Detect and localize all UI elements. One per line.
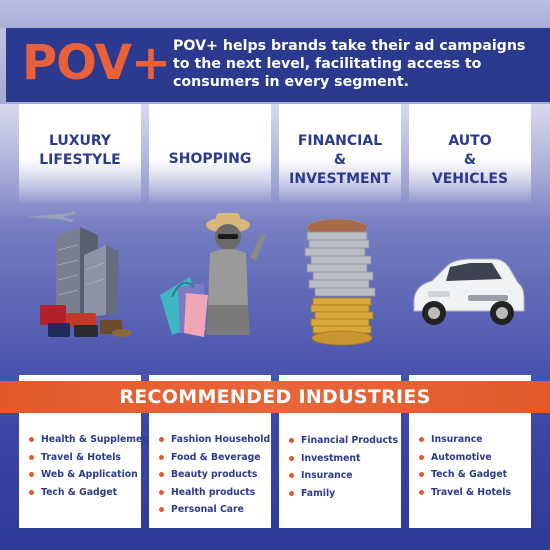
list-item-label: Beauty products (171, 469, 258, 480)
airplane-icon (26, 210, 76, 222)
industry-list-financial: Financial Products Investment Insurance Fam… (279, 413, 401, 528)
category-title-financial: FINANCIAL & INVESTMENT (289, 133, 391, 187)
list-tab-2 (149, 375, 271, 385)
list-item: Tech & Gadget (29, 484, 153, 502)
list-item: Food & Beverage (159, 449, 270, 467)
list-item: Beauty products (159, 466, 270, 484)
list-item: Travel & Hotels (29, 449, 153, 467)
category-card-shopping: SHOPPING (149, 104, 271, 204)
bullet-dot (29, 437, 34, 442)
list-tab-1 (19, 375, 141, 385)
bullet-dot (29, 454, 34, 460)
bullet-dot (289, 473, 294, 478)
list-item-label: Personal Care (171, 504, 244, 515)
brand-logo: POV+ (22, 35, 171, 91)
category-card-financial: FINANCIAL & INVESTMENT (279, 104, 401, 204)
luxury-city-illustration (26, 210, 132, 337)
industry-list-auto: Insurance Automotive Tech & Gadget Travel &… (409, 413, 531, 528)
list-item-label: Fashion Household (171, 434, 271, 445)
industry-list-shopping: Fashion Household Food & Beverage Beauty p… (149, 413, 271, 528)
list-item-label: Insurance (431, 434, 483, 445)
bullet-dot (419, 489, 424, 495)
list-item: Insurance (419, 431, 511, 449)
bullet-dot (159, 472, 164, 477)
list-item: Family (289, 485, 398, 503)
bullet-dot (289, 455, 294, 461)
bullet-dot (419, 472, 424, 477)
list-item-label: Tech & Gadget (41, 486, 118, 498)
bullet-dot (29, 472, 34, 477)
list-item-label: Financial Products (301, 435, 398, 446)
suv-illustration (413, 258, 525, 325)
recommended-industries-banner: RECOMMENDED INDUSTRIES (0, 381, 550, 413)
category-card-auto: AUTO & VEHICLES (409, 104, 531, 204)
list-item-label: Health products (171, 486, 256, 498)
list-item-label: Health & Supplement (41, 434, 154, 445)
list-item: Automotive (419, 449, 511, 467)
list-item-label: Investment (301, 452, 361, 464)
bullet-dot (159, 507, 164, 512)
list-item-label: Food & Beverage (171, 451, 261, 463)
list-item: Health products (159, 484, 270, 502)
coin-stack-illustration (304, 218, 376, 346)
category-card-luxury: LUXURY LIFESTYLE (19, 104, 141, 204)
list-item: Web & Application (29, 466, 153, 484)
list-item: Fashion Household (159, 431, 270, 449)
list-item-label: Tech & Gadget (431, 469, 508, 480)
list-item-label: Automotive (431, 451, 492, 463)
header-bar (6, 28, 550, 102)
brand-tagline: POV+ helps brands take their ad campaign… (173, 38, 526, 90)
bullet-dot (419, 437, 424, 442)
list-item-label: Web & Application (41, 469, 138, 480)
category-title-auto: AUTO & VEHICLES (431, 133, 509, 187)
list-item-label: Travel & Hotels (431, 486, 511, 498)
bullet-dot (289, 490, 294, 496)
bullet-dot (419, 454, 424, 460)
bullet-dot (289, 438, 294, 443)
recommended-heading: RECOMMENDED INDUSTRIES (119, 386, 431, 408)
bullet-dot (159, 437, 164, 442)
bullet-dot (29, 489, 34, 495)
list-item: Insurance (289, 467, 398, 485)
industry-list-luxury: Health & Supplement Travel & Hotels Web & … (19, 413, 153, 528)
category-title-shopping: SHOPPING (168, 151, 252, 167)
list-item: Health & Supplement (29, 431, 153, 449)
list-item: Financial Products (289, 432, 398, 450)
list-tab-4 (409, 375, 531, 385)
category-title-luxury: LUXURY LIFESTYLE (39, 133, 121, 168)
shopping-woman-illustration (160, 213, 266, 337)
list-item: Tech & Gadget (419, 466, 511, 484)
bullet-dot (159, 454, 164, 460)
list-item: Personal Care (159, 501, 270, 519)
list-item-label: Family (301, 487, 336, 499)
list-item: Investment (289, 450, 398, 468)
list-item: Travel & Hotels (419, 484, 511, 502)
list-tab-3 (279, 375, 401, 385)
list-item-label: Travel & Hotels (41, 451, 121, 463)
list-item-label: Insurance (301, 470, 353, 481)
header-top-band (0, 0, 550, 28)
bullet-dot (159, 489, 164, 495)
